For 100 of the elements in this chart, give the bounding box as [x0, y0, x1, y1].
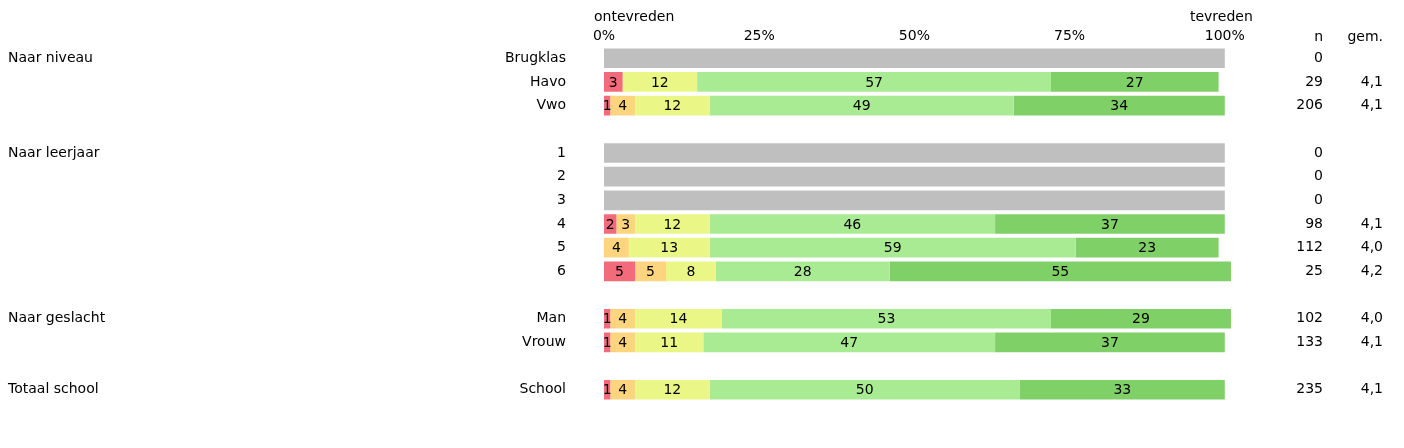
text: 112: [1296, 238, 1323, 255]
data-label: 50: [855, 381, 874, 398]
data-label: 13: [660, 239, 679, 256]
text: Naar leerjaar: [8, 143, 100, 160]
text: 4,0: [1360, 238, 1383, 255]
data-label: 59: [883, 239, 902, 256]
data-label: 5: [646, 263, 656, 279]
data-label: 11: [660, 334, 679, 351]
text: 4,1: [1360, 333, 1383, 350]
bar: [604, 143, 1225, 163]
y-tick-label: 6: [557, 262, 567, 278]
data-label: 4: [618, 97, 628, 114]
bar: [1075, 237, 1219, 258]
y-tick-label: 4: [557, 214, 567, 231]
bar: [715, 261, 890, 282]
text: Naar niveau: [8, 48, 93, 65]
data-label: 4: [618, 334, 628, 351]
bar: [721, 308, 1051, 329]
bar: [604, 237, 629, 258]
text: 235: [1296, 380, 1323, 397]
data-label: 46: [843, 215, 862, 232]
text: ontevreden: [594, 8, 675, 25]
x-tick-label: 100%: [1204, 26, 1245, 43]
y-tick-label: Havo: [530, 72, 566, 89]
data-label: 53: [877, 310, 896, 327]
bar: [604, 190, 1225, 211]
bar: [1050, 72, 1219, 92]
bar: [703, 332, 996, 353]
data-label: 5: [615, 263, 624, 279]
bar: [1013, 95, 1225, 116]
data-label: 34: [1110, 97, 1129, 114]
data-label: 1: [602, 97, 612, 114]
data-label: 1: [602, 310, 612, 327]
text: 4,2: [1360, 262, 1383, 278]
data-label: 14: [669, 310, 688, 327]
text: 4,0: [1360, 309, 1383, 326]
text: 133: [1296, 333, 1323, 350]
bar: [709, 379, 1020, 400]
y-tick-label: 1: [557, 143, 566, 160]
bar: [604, 48, 1225, 69]
data-label: 1: [602, 334, 612, 351]
data-label: 12: [650, 73, 669, 90]
y-tick-label: Vwo: [536, 96, 566, 113]
bar: [709, 95, 1014, 116]
y-tick-label: Brugklas: [505, 48, 566, 65]
data-label: 28: [793, 263, 812, 279]
x-tick-label: 25%: [743, 26, 775, 43]
text: gem.: [1347, 28, 1383, 45]
data-label: 33: [1113, 381, 1132, 398]
data-label: 4: [618, 381, 628, 398]
bar: [1050, 308, 1231, 329]
data-label: 4: [618, 310, 628, 327]
text: 0: [1314, 48, 1323, 65]
data-label: 57: [865, 73, 883, 90]
bar: [635, 95, 710, 116]
x-tick-label: 75%: [1054, 26, 1086, 43]
data-label: 12: [663, 215, 682, 232]
bar: [709, 237, 1076, 258]
text: 98: [1305, 214, 1323, 231]
text: 29: [1305, 72, 1323, 89]
x-tick-label: 50%: [898, 26, 930, 43]
x-tick-label: 0%: [592, 26, 616, 43]
data-label: 1: [602, 381, 612, 398]
text: 0: [1314, 190, 1323, 207]
bar: [995, 332, 1225, 353]
bar: [995, 214, 1225, 234]
data-label: 12: [663, 97, 682, 114]
text: 0: [1314, 167, 1323, 184]
data-label: 47: [840, 334, 859, 351]
bar: [1019, 379, 1225, 400]
bar: [604, 72, 623, 92]
data-label: 3: [608, 73, 618, 90]
bar: [604, 166, 1225, 187]
bar: [889, 261, 1231, 282]
text: tevreden: [1189, 8, 1253, 25]
bar: [610, 308, 636, 329]
y-tick-label: School: [519, 380, 566, 397]
bar: [628, 237, 710, 258]
data-label: 2: [605, 215, 615, 232]
text: 4,1: [1360, 96, 1383, 113]
bar: [666, 261, 716, 282]
data-label: 55: [1051, 263, 1070, 279]
text: 4,1: [1360, 72, 1383, 89]
text: 102: [1296, 309, 1323, 326]
data-label: 3: [621, 215, 631, 232]
text: 4,1: [1360, 214, 1383, 231]
y-tick-label: Vrouw: [522, 333, 566, 350]
bar: [635, 332, 704, 353]
data-label: 8: [686, 263, 696, 279]
bar: [709, 214, 996, 234]
y-tick-label: Man: [536, 309, 566, 326]
data-label: 12: [663, 381, 682, 398]
y-tick-label: 5: [557, 238, 566, 255]
data-label: 4: [611, 239, 621, 256]
data-label: 37: [1101, 334, 1119, 351]
data-label: 23: [1138, 239, 1157, 256]
data-label: 37: [1101, 215, 1119, 232]
bar: [635, 214, 710, 234]
data-label: 27: [1125, 73, 1144, 90]
y-tick-label: 3: [557, 190, 566, 207]
